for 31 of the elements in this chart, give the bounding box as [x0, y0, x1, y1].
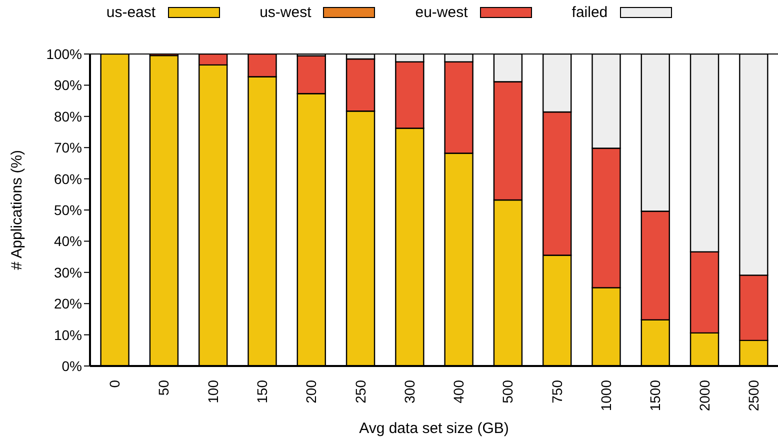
y-tick-label: 90%: [54, 77, 82, 94]
y-tick-label: 50%: [54, 202, 82, 218]
x-tick-label: 2500: [745, 380, 762, 412]
legend-label: us-east: [106, 4, 156, 21]
x-axis-title: Avg data set size (GB): [359, 420, 509, 437]
x-tick-label: 0: [106, 380, 123, 388]
legend-label: us-west: [260, 4, 312, 21]
x-tick-label: 500: [500, 380, 516, 404]
y-tick-label: 70%: [54, 140, 82, 156]
x-tick-label: 750: [548, 380, 565, 404]
legend-label: failed: [572, 4, 608, 21]
y-tick-label: 80%: [54, 108, 82, 124]
y-axis-title: # Applications (%): [8, 150, 26, 270]
x-tick-label: 1500: [647, 380, 664, 412]
y-tick-label: 100%: [46, 46, 82, 62]
y-tick-label: 0%: [62, 358, 82, 374]
y-tick-label: 40%: [54, 233, 82, 250]
x-tick-label: 150: [254, 380, 270, 404]
x-tick-label: 300: [401, 380, 418, 404]
x-tick-label: 200: [303, 380, 320, 404]
x-tick-label: 400: [450, 380, 467, 404]
x-tick-label: 2000: [696, 380, 712, 412]
x-tick-label: 100: [204, 380, 221, 404]
legend-label: eu-west: [415, 4, 468, 21]
y-tick-label: 30%: [54, 264, 82, 280]
y-tick-label: 10%: [54, 326, 82, 343]
x-tick-label: 1000: [598, 380, 614, 412]
y-tick-label: 20%: [54, 296, 82, 312]
x-tick-label: 250: [352, 380, 368, 404]
y-tick-label: 60%: [54, 170, 82, 187]
x-tick-label: 50: [156, 380, 172, 396]
